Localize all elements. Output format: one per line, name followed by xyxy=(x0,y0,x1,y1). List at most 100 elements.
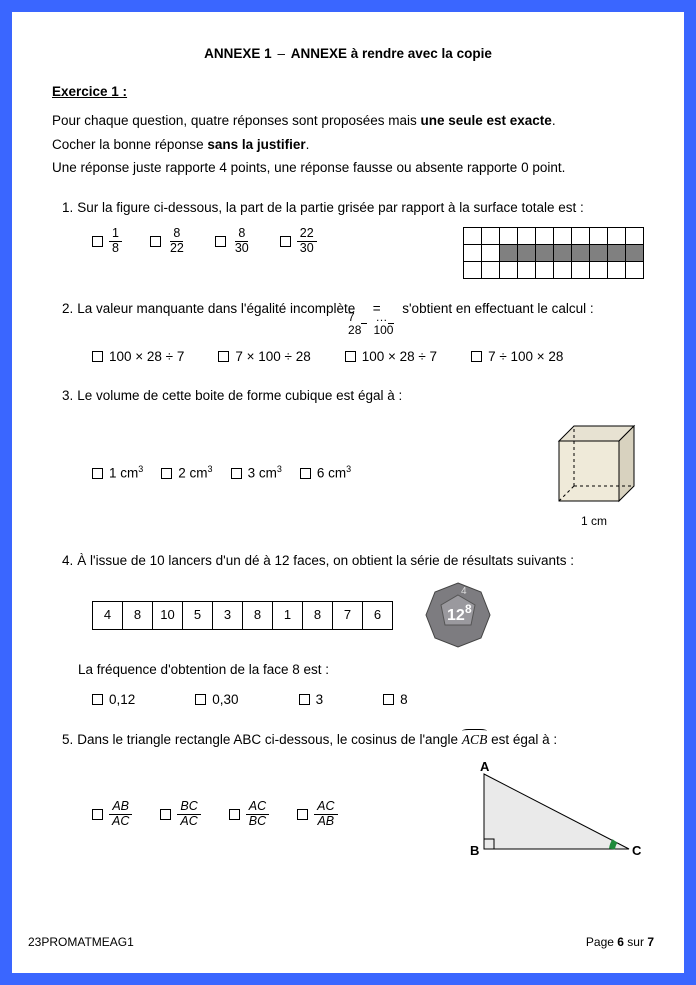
intro-l2-c: . xyxy=(306,137,310,152)
intro-line-2: Cocher la bonne réponse sans la justifie… xyxy=(52,135,644,155)
q4-subtext: La fréquence d'obtention de la face 8 es… xyxy=(78,660,644,680)
intro-l1-a: Pour chaque question, quatre réponses so… xyxy=(52,113,420,128)
checkbox-icon[interactable] xyxy=(150,236,161,247)
q2-options: 100 × 28 ÷ 7 7 × 100 ÷ 28 100 × 28 ÷ 7 7… xyxy=(92,347,644,367)
checkbox-icon[interactable] xyxy=(195,694,206,705)
cube-label: 1 cm xyxy=(544,513,644,530)
checkbox-icon[interactable] xyxy=(297,809,308,820)
q4-opt-a-text: 0,12 xyxy=(109,690,135,710)
q5-opt-d-frac: ACAB xyxy=(314,800,337,827)
checkbox-icon[interactable] xyxy=(92,468,103,479)
q3-text: Le volume de cette boite de forme cubiqu… xyxy=(77,388,402,403)
q2-stem: 2.La valeur manquante dans l'égalité inc… xyxy=(78,299,644,336)
svg-text:12: 12 xyxy=(447,607,465,624)
q3-opt-b[interactable]: 2 cm3 xyxy=(161,463,212,483)
svg-text:A: A xyxy=(480,759,490,774)
q3-opt-b-text: 2 cm3 xyxy=(178,463,212,483)
q3-options: 1 cm3 2 cm3 3 cm3 6 cm3 xyxy=(92,463,351,483)
footer-page-d: 7 xyxy=(647,935,654,949)
question-5: 5.Dans le triangle rectangle ABC ci-dess… xyxy=(52,730,644,870)
footer-page-c: sur xyxy=(624,935,647,949)
q2-num: 2. xyxy=(62,301,77,316)
intro-l2-a: Cocher la bonne réponse xyxy=(52,137,207,152)
q5-opt-a-frac: ABAC xyxy=(109,800,132,827)
title-part-b: ANNEXE à rendre avec la copie xyxy=(291,46,492,61)
checkbox-icon[interactable] xyxy=(92,236,103,247)
q2-opt-d-text: 7 ÷ 100 × 28 xyxy=(488,347,563,367)
q1-text: Sur la figure ci-dessous, la part de la … xyxy=(77,200,584,215)
svg-text:4: 4 xyxy=(461,586,467,597)
q1-opt-d[interactable]: 2230 xyxy=(280,227,317,254)
checkbox-icon[interactable] xyxy=(300,468,311,479)
q2-text-b: s'obtient en effectuant le calcul : xyxy=(402,301,593,316)
q2-opt-a[interactable]: 100 × 28 ÷ 7 xyxy=(92,347,184,367)
checkbox-icon[interactable] xyxy=(218,351,229,362)
question-2: 2.La valeur manquante dans l'égalité inc… xyxy=(52,299,644,366)
checkbox-icon[interactable] xyxy=(92,694,103,705)
q5-opt-c[interactable]: ACBC xyxy=(229,800,269,827)
q1-opt-a[interactable]: 18 xyxy=(92,227,122,254)
q4-num: 4. xyxy=(62,553,77,568)
q2-opt-b-text: 7 × 100 ÷ 28 xyxy=(235,347,310,367)
q4-opt-b-text: 0,30 xyxy=(212,690,238,710)
q4-stem: 4.À l'issue de 10 lancers d'un dé à 12 f… xyxy=(78,551,644,571)
q3-opt-c[interactable]: 3 cm3 xyxy=(231,463,282,483)
checkbox-icon[interactable] xyxy=(345,351,356,362)
checkbox-icon[interactable] xyxy=(383,694,394,705)
question-3: 3.Le volume de cette boite de forme cubi… xyxy=(52,386,644,531)
q4-options: 0,12 0,30 3 8 xyxy=(92,690,644,710)
q3-opt-d[interactable]: 6 cm3 xyxy=(300,463,351,483)
footer-page-b: 6 xyxy=(617,935,624,949)
checkbox-icon[interactable] xyxy=(299,694,310,705)
d12-die-icon: 12 8 4 xyxy=(423,580,493,650)
q1-opt-b[interactable]: 822 xyxy=(150,227,187,254)
svg-text:8: 8 xyxy=(465,602,472,616)
q3-opt-a[interactable]: 1 cm3 xyxy=(92,463,143,483)
q1-opt-a-frac: 18 xyxy=(109,227,122,254)
q4-opt-b[interactable]: 0,30 xyxy=(195,690,238,710)
q3-opt-a-text: 1 cm3 xyxy=(109,463,143,483)
checkbox-icon[interactable] xyxy=(231,468,242,479)
intro-line-3: Une réponse juste rapporte 4 points, une… xyxy=(52,158,644,178)
question-1: 1.Sur la figure ci-dessous, la part de l… xyxy=(52,198,644,280)
checkbox-icon[interactable] xyxy=(160,809,171,820)
intro-l2-b: sans la justifier xyxy=(207,137,305,152)
q2-opt-d[interactable]: 7 ÷ 100 × 28 xyxy=(471,347,563,367)
intro-l1-b: une seule est exacte xyxy=(420,113,551,128)
q3-opt-c-text: 3 cm3 xyxy=(248,463,282,483)
q4-opt-c[interactable]: 3 xyxy=(299,690,324,710)
cube-figure: 1 cm xyxy=(544,416,644,531)
q1-grid xyxy=(463,227,644,279)
q1-opt-b-frac: 822 xyxy=(167,227,187,254)
intro-l1-c: . xyxy=(552,113,556,128)
checkbox-icon[interactable] xyxy=(215,236,226,247)
checkbox-icon[interactable] xyxy=(161,468,172,479)
q4-opt-d[interactable]: 8 xyxy=(383,690,408,710)
checkbox-icon[interactable] xyxy=(280,236,291,247)
checkbox-icon[interactable] xyxy=(92,351,103,362)
checkbox-icon[interactable] xyxy=(92,809,103,820)
checkbox-icon[interactable] xyxy=(229,809,240,820)
cube-icon xyxy=(544,416,644,506)
q1-opt-c-frac: 830 xyxy=(232,227,252,254)
q4-opt-d-text: 8 xyxy=(400,690,408,710)
footer-code: 23PROMATMEAG1 xyxy=(28,934,134,951)
checkbox-icon[interactable] xyxy=(471,351,482,362)
q5-opt-d[interactable]: ACAB xyxy=(297,800,337,827)
q2-frac1: 728 xyxy=(361,311,367,337)
q5-stem: 5.Dans le triangle rectangle ABC ci-dess… xyxy=(78,730,644,750)
q5-text-a: Dans le triangle rectangle ABC ci-dessou… xyxy=(77,732,462,747)
footer-page-a: Page xyxy=(586,935,617,949)
q3-stem: 3.Le volume de cette boite de forme cubi… xyxy=(78,386,644,406)
q2-opt-c[interactable]: 100 × 28 ÷ 7 xyxy=(345,347,437,367)
question-4: 4.À l'issue de 10 lancers d'un dé à 12 f… xyxy=(52,551,644,710)
q5-opt-b[interactable]: BCAC xyxy=(160,800,200,827)
q5-opt-a[interactable]: ABAC xyxy=(92,800,132,827)
q2-opt-b[interactable]: 7 × 100 ÷ 28 xyxy=(218,347,310,367)
exercise-heading: Exercice 1 : xyxy=(52,82,644,102)
triangle-figure: A B C xyxy=(454,759,644,869)
svg-text:B: B xyxy=(470,843,479,858)
q1-opt-c[interactable]: 830 xyxy=(215,227,252,254)
q4-opt-a[interactable]: 0,12 xyxy=(92,690,135,710)
q5-angle: ACB xyxy=(462,732,488,747)
